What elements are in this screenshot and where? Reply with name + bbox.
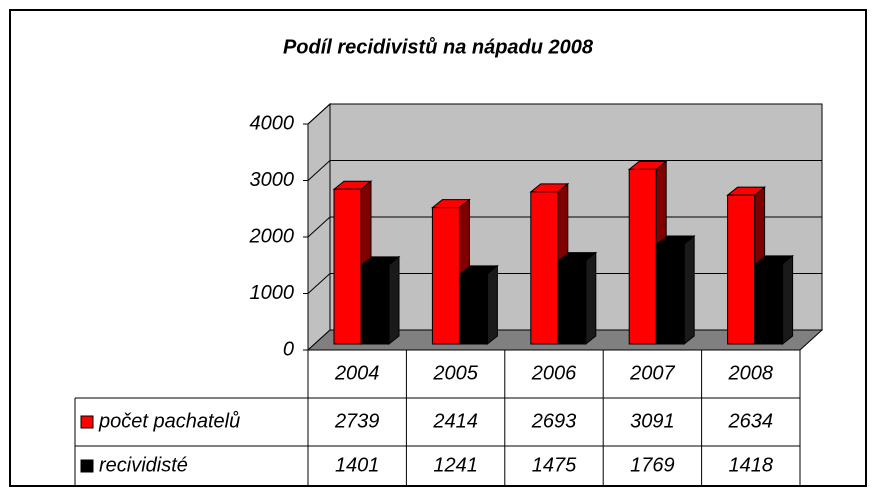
bar bbox=[755, 263, 784, 345]
table-value: 2739 bbox=[334, 410, 380, 432]
bar-side bbox=[585, 251, 597, 346]
bar bbox=[558, 260, 587, 345]
table-value: 3091 bbox=[630, 410, 675, 432]
table-value: 1769 bbox=[630, 454, 675, 476]
bar bbox=[656, 243, 685, 345]
table-value: 2414 bbox=[432, 410, 478, 432]
table-value: 2634 bbox=[728, 410, 774, 432]
legend-label: recividisté bbox=[99, 454, 188, 476]
table-value: 2693 bbox=[531, 410, 577, 432]
y-tick-label: 4000 bbox=[250, 112, 295, 134]
bar-side bbox=[683, 235, 695, 346]
bar-side bbox=[486, 264, 498, 346]
legend-label: počet pachatelů bbox=[98, 410, 240, 432]
x-tick-label: 2005 bbox=[432, 362, 478, 384]
bar bbox=[361, 264, 390, 345]
y-tick-label: 0 bbox=[283, 338, 294, 360]
x-tick-label: 2007 bbox=[629, 362, 675, 384]
table-value: 1418 bbox=[729, 454, 774, 476]
bar bbox=[431, 207, 460, 345]
y-tick-label: 3000 bbox=[250, 169, 295, 191]
bar-side bbox=[388, 255, 400, 346]
bar-side bbox=[782, 254, 794, 346]
bar bbox=[459, 273, 488, 345]
grid-line bbox=[307, 103, 822, 125]
legend-key bbox=[80, 459, 94, 473]
table-value: 1241 bbox=[433, 454, 478, 476]
table-value: 1401 bbox=[335, 454, 380, 476]
legend-key bbox=[80, 415, 94, 429]
grid-line bbox=[307, 160, 822, 181]
x-tick-label: 2004 bbox=[334, 362, 380, 384]
bar bbox=[628, 168, 657, 345]
y-tick-label: 1000 bbox=[250, 282, 295, 304]
y-tick-label: 2000 bbox=[249, 225, 295, 247]
x-tick-label: 2006 bbox=[531, 362, 577, 384]
table-value: 1475 bbox=[532, 454, 577, 476]
bar bbox=[727, 194, 756, 345]
x-tick-label: 2008 bbox=[728, 362, 774, 384]
bar bbox=[333, 188, 362, 345]
bar bbox=[530, 191, 559, 345]
chart-title: Podíl recidivistů na nápadu 2008 bbox=[283, 36, 594, 58]
